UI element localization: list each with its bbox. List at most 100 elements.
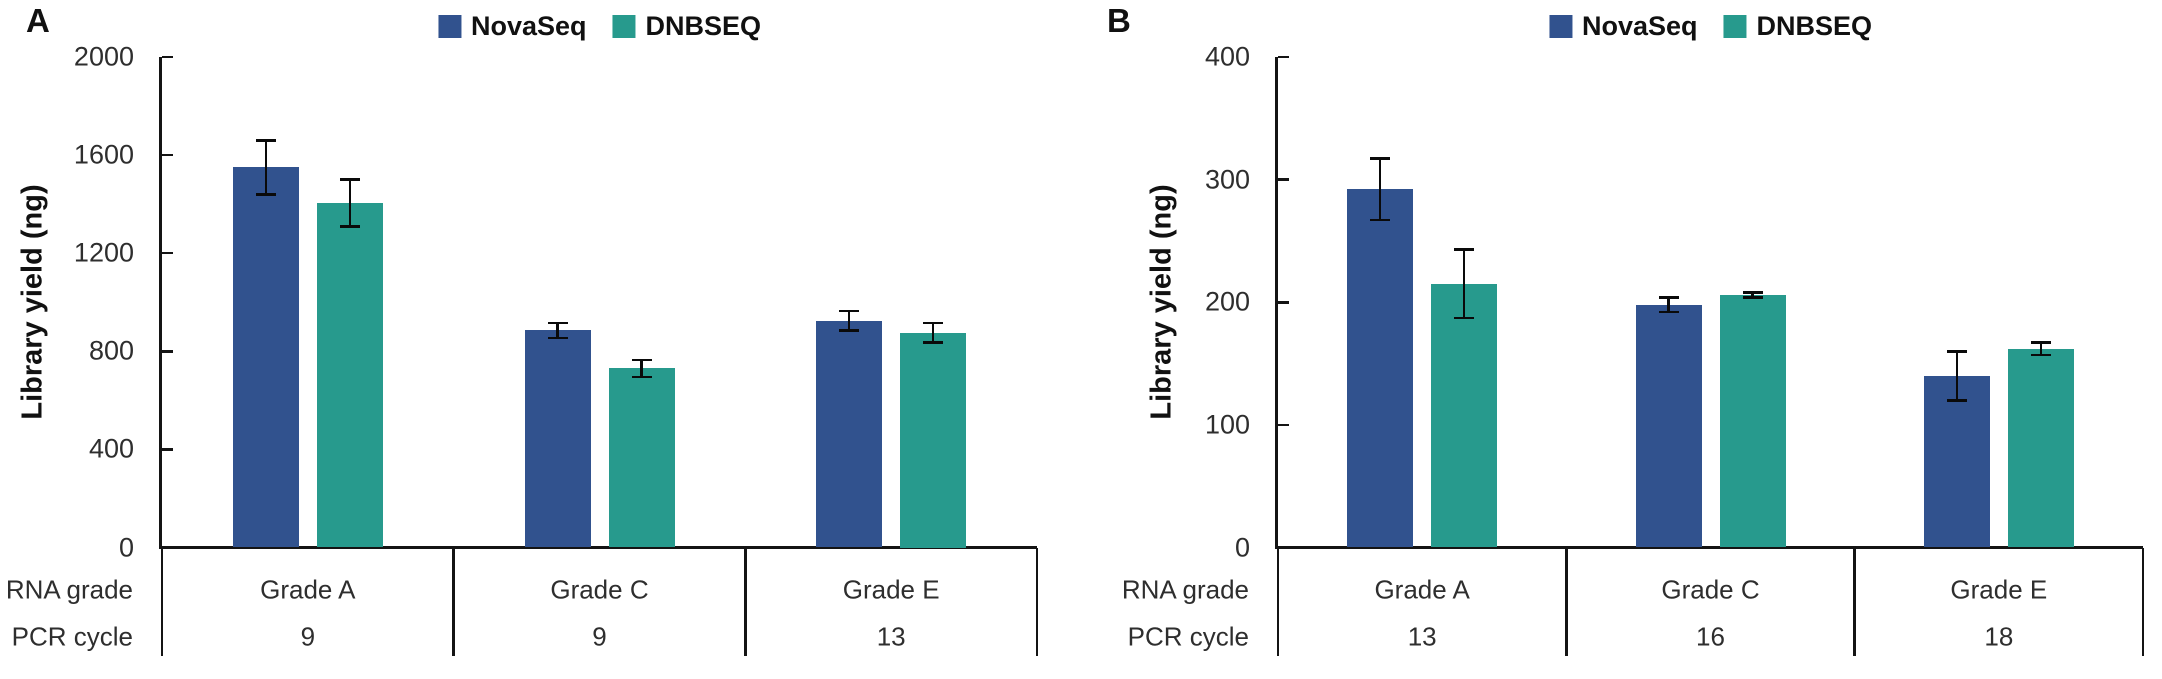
error-bar-cap-top [839,309,860,313]
y-tick-label: 0 [1234,532,1250,562]
error-bar-cap-bottom [923,341,944,344]
legend-swatch-novaseq [437,14,461,38]
bar-novaseq-grade-e [816,320,883,548]
y-tick-mark [1278,300,1289,304]
y-tick-mark [1278,55,1289,59]
cell-rna-grade: Grade E [1950,574,2048,605]
legend-label-novaseq: NovaSeq [1581,10,1698,41]
cell-rna-grade: Grade A [260,574,356,605]
row-label-pcr-cycle: PCR cycle [1127,621,1249,652]
bar-novaseq-grade-c [524,330,591,548]
error-bar [1667,297,1670,313]
y-tick-label: 300 [1204,164,1250,195]
error-bar-cap-top [2030,341,2051,344]
legend-label-novaseq: NovaSeq [470,10,587,41]
error-bar-cap-top [1742,291,1763,294]
error-bar [931,323,935,343]
error-bar-cap-bottom [1454,316,1475,320]
legend-swatch-dnbseq [612,14,636,38]
bar-novaseq-grade-c [1635,304,1702,548]
legend-label-dnbseq: DNBSEQ [645,10,762,41]
error-bar-cap-top [1946,350,1967,353]
error-bar [847,310,851,331]
cell-pcr-cycle: 16 [1696,621,1725,652]
x-axis-line [162,546,1037,549]
row-label-rna-grade: RNA grade [1121,574,1249,605]
cell-pcr-cycle: 18 [1984,621,2014,652]
error-bar [1751,292,1754,298]
cell-pcr-cycle: 13 [876,621,906,652]
bar-dnbseq-grade-e [900,332,967,548]
y-tick-label: 100 [1204,409,1250,440]
panel-letter: A [26,2,50,39]
plot-area: 0 400 800 1200 1600 2000 Grade A 9 Grade C 9 Grade… [73,42,1039,656]
error-bar-cap-top [547,321,568,325]
error-bar [1462,249,1466,319]
y-tick-label: 400 [1204,41,1250,72]
error-bar-cap-bottom [339,224,360,228]
error-bar-cap-bottom [839,329,860,332]
cell-rna-grade: Grade C [550,574,649,605]
error-bar-cap-bottom [1946,399,1967,402]
error-bar [2039,342,2043,355]
y-tick-label: 1600 [73,139,134,170]
y-axis-line [1275,57,1278,549]
error-bar-cap-top [631,358,652,362]
panel-b: B NovaSeq DNBSEQ Library yield (ng) 0 100… [1081,0,2162,679]
legend-label-dnbseq: DNBSEQ [1756,10,1873,41]
legend-item-dnbseq: DNBSEQ [612,10,762,42]
table-divider [160,547,164,656]
bar-dnbseq-grade-c [1719,294,1786,548]
y-tick-label: 0 [118,532,134,562]
plot-area: 0 100 200 300 400 Grade A 13 Grade C 16 Grade E 18 [1081,0,2162,679]
error-bar [348,179,352,227]
error-bar [264,140,268,195]
error-bar [1955,351,1959,401]
error-bar-cap-top [339,178,360,181]
error-bar-cap-top [255,139,276,142]
y-tick-mark [162,55,173,59]
legend-item-novaseq: NovaSeq [437,10,587,42]
error-bar [640,359,643,378]
panel-letter: B [1107,2,1131,39]
y-tick-mark [162,153,173,157]
y-tick-label: 800 [88,335,134,366]
bar-dnbseq-grade-e [2007,348,2074,548]
error-bar-cap-bottom [631,375,652,379]
cell-rna-grade: Grade E [842,574,940,605]
y-tick-label: 1200 [73,237,134,268]
table-divider [452,547,455,656]
x-axis-line [1278,546,2143,549]
error-bar-cap-bottom [1370,218,1391,222]
error-bar-cap-bottom [2030,353,2051,357]
y-tick-mark [1278,178,1289,181]
error-bar-cap-bottom [1658,310,1679,314]
table-divider [1035,547,1039,656]
legend-item-novaseq: NovaSeq [1548,10,1698,42]
legend: NovaSeq DNBSEQ [437,10,762,42]
bar-dnbseq-grade-c [608,368,675,548]
table-divider [1276,547,1280,656]
cell-rna-grade: Grade C [1661,574,1760,605]
y-tick-mark [162,448,173,451]
error-bar-cap-top [1370,157,1391,161]
error-bar-cap-bottom [255,193,276,196]
table-divider [744,547,747,656]
row-label-pcr-cycle: PCR cycle [11,621,133,652]
legend-item-dnbseq: DNBSEQ [1723,10,1873,42]
bar-dnbseq-grade-a [316,202,383,548]
y-tick-mark [162,251,173,255]
cell-pcr-cycle: 9 [300,621,316,652]
error-bar-cap-bottom [547,336,568,340]
error-bar-cap-bottom [1742,296,1763,299]
y-tick-label: 400 [88,433,134,464]
row-label-rna-grade: RNA grade [5,574,133,605]
error-bar [556,323,559,338]
bar-dnbseq-grade-a [1431,283,1498,548]
y-tick-label: 200 [1204,286,1250,317]
y-tick-mark [1278,423,1289,427]
bar-novaseq-grade-e [1923,375,1990,548]
cell-rna-grade: Grade A [1374,574,1470,605]
error-bar-cap-top [1454,248,1475,251]
